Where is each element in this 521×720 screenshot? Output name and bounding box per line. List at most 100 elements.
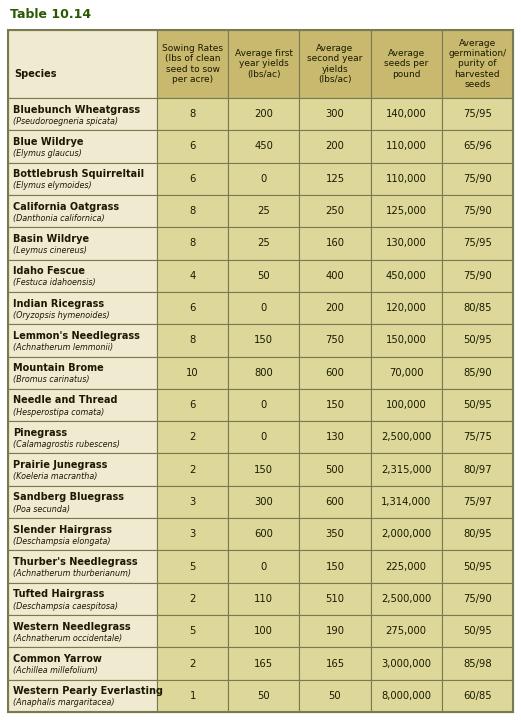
Bar	[442, 324, 513, 356]
Bar	[370, 260, 442, 292]
Bar	[442, 389, 513, 421]
Text: 500: 500	[326, 464, 344, 474]
Text: 150,000: 150,000	[386, 336, 427, 346]
Bar	[370, 486, 442, 518]
Bar	[8, 260, 157, 292]
Text: 110: 110	[254, 594, 274, 604]
Text: 250: 250	[326, 206, 344, 216]
Text: Prairie Junegrass: Prairie Junegrass	[13, 460, 107, 470]
Bar	[157, 680, 228, 712]
Text: (Bromus carinatus): (Bromus carinatus)	[13, 375, 90, 384]
Bar	[8, 195, 157, 228]
Text: 50/95: 50/95	[463, 562, 492, 572]
Text: 5: 5	[190, 562, 196, 572]
Text: 160: 160	[326, 238, 344, 248]
Bar	[157, 292, 228, 324]
Text: Indian Ricegrass: Indian Ricegrass	[13, 299, 104, 309]
Bar	[228, 582, 300, 615]
Bar	[300, 292, 370, 324]
Bar	[370, 228, 442, 260]
Text: 450,000: 450,000	[386, 271, 427, 281]
Text: 200: 200	[326, 141, 344, 151]
Bar	[370, 518, 442, 550]
Bar	[8, 324, 157, 356]
Bar	[228, 163, 300, 195]
Bar	[8, 550, 157, 582]
Text: 600: 600	[326, 497, 344, 507]
Bar	[8, 680, 157, 712]
Text: 8: 8	[190, 336, 196, 346]
Bar	[8, 647, 157, 680]
Text: 80/97: 80/97	[463, 464, 492, 474]
Text: 2,315,000: 2,315,000	[381, 464, 431, 474]
Bar	[370, 647, 442, 680]
Text: 150: 150	[254, 336, 274, 346]
Text: Bluebunch Wheatgrass: Bluebunch Wheatgrass	[13, 104, 140, 114]
Bar	[300, 228, 370, 260]
Bar	[228, 389, 300, 421]
Text: Average
second year
yields
(lbs/ac): Average second year yields (lbs/ac)	[307, 44, 363, 84]
Text: 2: 2	[190, 594, 196, 604]
Text: 2: 2	[190, 659, 196, 669]
Text: Common Yarrow: Common Yarrow	[13, 654, 102, 664]
Text: 65/96: 65/96	[463, 141, 492, 151]
Bar	[442, 356, 513, 389]
Bar	[442, 647, 513, 680]
Bar	[228, 30, 300, 98]
Bar	[442, 130, 513, 163]
Bar	[370, 582, 442, 615]
Bar	[8, 518, 157, 550]
Bar	[442, 98, 513, 130]
Text: (Pseudoroegneria spicata): (Pseudoroegneria spicata)	[13, 117, 118, 126]
Bar	[442, 228, 513, 260]
Text: California Oatgrass: California Oatgrass	[13, 202, 119, 212]
Bar	[8, 389, 157, 421]
Text: (Koeleria macrantha): (Koeleria macrantha)	[13, 472, 97, 481]
Text: 600: 600	[326, 368, 344, 378]
Bar	[8, 163, 157, 195]
Bar	[370, 389, 442, 421]
Text: Mountain Brome: Mountain Brome	[13, 363, 104, 373]
Text: 3: 3	[190, 529, 196, 539]
Text: 8: 8	[190, 109, 196, 119]
Bar	[157, 550, 228, 582]
Text: 0: 0	[260, 174, 267, 184]
Text: Average
seeds per
pound: Average seeds per pound	[384, 49, 428, 79]
Text: 6: 6	[190, 141, 196, 151]
Bar	[300, 324, 370, 356]
Text: 600: 600	[254, 529, 273, 539]
Bar	[370, 30, 442, 98]
Text: Blue Wildrye: Blue Wildrye	[13, 137, 83, 147]
Bar	[157, 454, 228, 486]
Bar	[228, 680, 300, 712]
Bar	[157, 518, 228, 550]
Bar	[8, 292, 157, 324]
Bar	[442, 615, 513, 647]
Text: 0: 0	[260, 432, 267, 442]
Bar	[228, 647, 300, 680]
Text: 510: 510	[326, 594, 344, 604]
Text: 150: 150	[326, 562, 344, 572]
Text: Western Needlegrass: Western Needlegrass	[13, 621, 131, 631]
Text: 3,000,000: 3,000,000	[381, 659, 431, 669]
Text: (Danthonia californica): (Danthonia californica)	[13, 214, 105, 222]
Text: 75/90: 75/90	[463, 271, 492, 281]
Bar	[300, 582, 370, 615]
Text: 75/90: 75/90	[463, 174, 492, 184]
Text: (Elymus glaucus): (Elymus glaucus)	[13, 149, 82, 158]
Bar	[228, 98, 300, 130]
Bar	[300, 356, 370, 389]
Text: 350: 350	[326, 529, 344, 539]
Bar	[300, 615, 370, 647]
Text: 150: 150	[326, 400, 344, 410]
Text: Pinegrass: Pinegrass	[13, 428, 67, 438]
Bar	[442, 582, 513, 615]
Bar	[300, 163, 370, 195]
Text: 80/85: 80/85	[463, 303, 492, 313]
Text: (Leymus cinereus): (Leymus cinereus)	[13, 246, 87, 255]
Text: (Anaphalis margaritacea): (Anaphalis margaritacea)	[13, 698, 115, 708]
Text: Tufted Hairgrass: Tufted Hairgrass	[13, 590, 104, 599]
Text: 10: 10	[187, 368, 199, 378]
Text: Species: Species	[14, 69, 56, 79]
Text: 190: 190	[326, 626, 344, 636]
